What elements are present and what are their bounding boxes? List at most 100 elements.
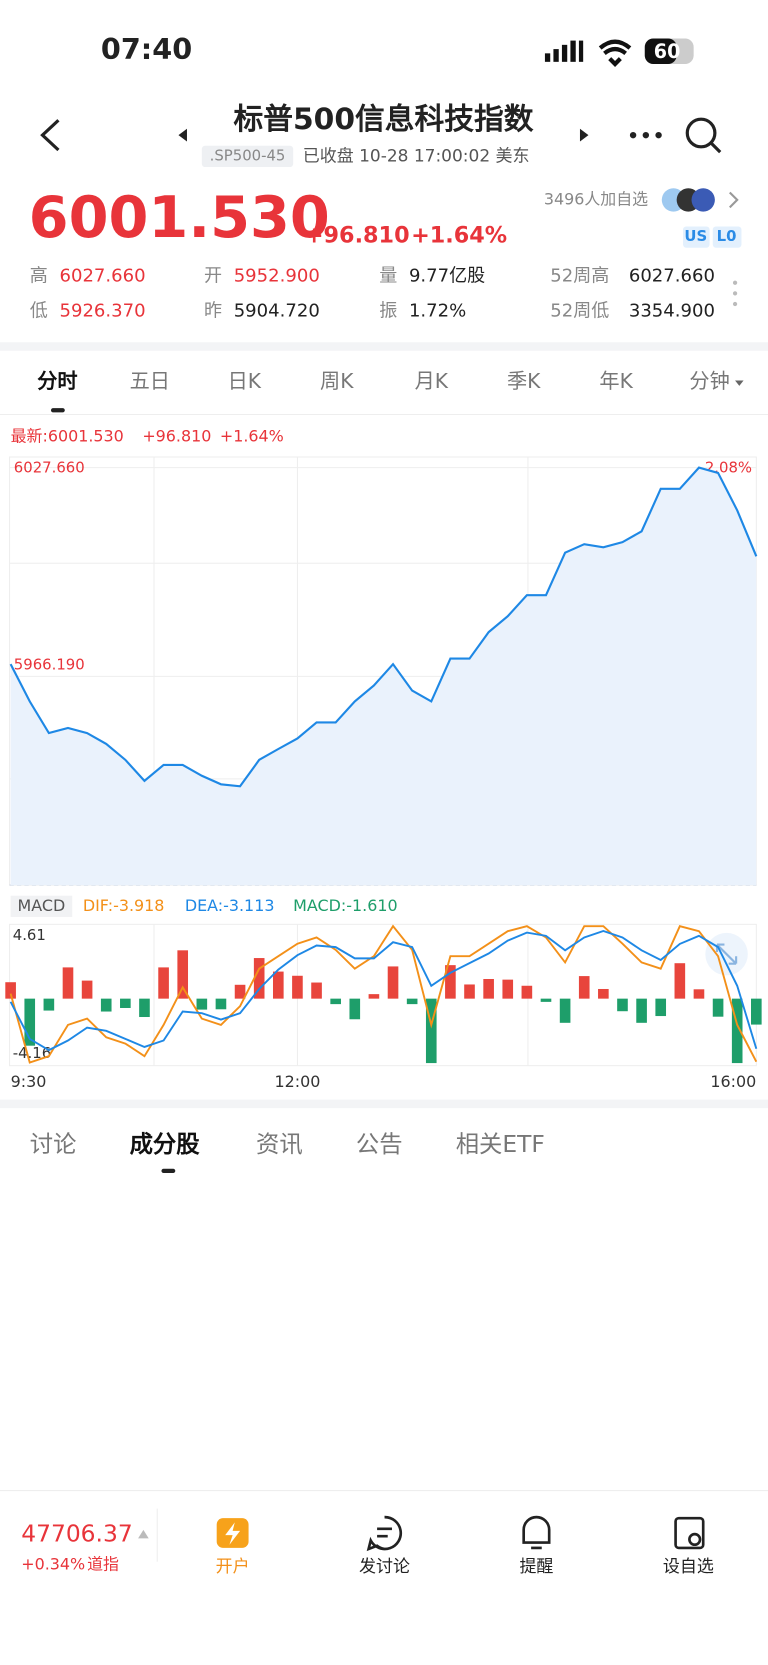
x-tick-label: 9:30 [11,1072,47,1091]
macd-line [9,929,758,1052]
macd-bar [139,998,150,1018]
tab[interactable]: 日K [228,369,262,393]
stat-value: 6027.660 [629,265,715,286]
legend-entry: DEA:-3.113 [185,896,275,915]
subtab[interactable]: 公告 [356,1130,403,1158]
prev-button[interactable] [178,128,187,142]
macd-bar [445,965,456,999]
stat-label: 高 [30,265,48,286]
watch-arrow[interactable] [729,191,739,209]
stat-value: 5904.720 [234,300,320,321]
more-button[interactable] [629,131,662,139]
index-change: +0.34% [21,1554,85,1573]
stat-label: 量 [379,265,397,286]
stat-value: 1.72% [409,300,466,321]
stat-label: 低 [30,300,48,321]
macd-bar [120,998,131,1008]
tab[interactable]: 季K [507,369,541,393]
macd-bar [693,989,705,999]
back-button[interactable] [40,119,60,152]
latest-price: 最新:6001.530 [11,426,124,445]
stat-label: 52周高 [550,265,609,286]
subtab-indicator [161,1168,176,1173]
badge-bg [712,226,742,248]
macd-bar [24,998,36,1046]
badge: US [684,227,707,245]
action-label[interactable]: 设自选 [663,1557,714,1577]
stat-value: 6027.660 [59,265,145,286]
icon-discuss[interactable] [366,1515,403,1552]
macd-bar [62,967,74,999]
x-tick-label: 12:00 [274,1072,320,1091]
index-arrow [138,1529,149,1539]
footer-actions: 开户 发讨论 提醒 设自选 [216,1557,714,1577]
title: 标普500信息科技指数 [233,102,533,137]
tab[interactable]: 分时 [37,369,77,393]
legend-entry: DIF:-3.918 [83,896,165,915]
percent: +1.64% [411,223,507,249]
avatars [661,188,715,212]
icon-watch[interactable] [674,1516,705,1550]
macd-bar [731,998,743,1064]
stat-label: 52周低 [550,300,609,321]
macd-bar [617,998,628,1012]
badge-bg [683,226,710,248]
macd-bar [387,966,399,999]
tab[interactable]: 年K [599,369,633,393]
stat-label: 昨 [204,300,222,321]
macd-bar [196,998,208,1010]
subtab[interactable]: 资讯 [256,1130,303,1158]
macd-bar [674,963,686,999]
macd-bar [292,975,303,999]
dropdown [735,380,744,386]
icon-alert[interactable] [522,1515,551,1550]
macd-bar [712,998,724,1017]
macd-bar [540,998,552,1002]
subtab[interactable]: 讨论 [30,1130,77,1158]
divider [0,342,768,351]
y-tick-label: 4.61 [13,926,46,944]
latest-change: +96.810 [142,426,211,445]
search-button[interactable] [685,117,722,154]
macd-badge [10,895,73,917]
macd-title: MACD [18,896,66,915]
tab[interactable]: 周K [320,369,354,393]
y-tick-label: -4.16 [13,1044,51,1062]
macd-bar [253,958,265,999]
macd-bar [598,988,609,999]
macd-bar [368,994,380,999]
subtab[interactable]: 相关ETF [456,1130,545,1158]
icon-bolt [225,1522,241,1545]
macd-bar [559,998,571,1023]
subtab[interactable]: 成分股 [130,1130,201,1158]
time: 07:40 [101,32,192,66]
battery-text: 60 [654,40,681,63]
macd-bar [5,982,16,999]
x-tick-label: 16:00 [710,1072,756,1091]
macd-bar [311,982,322,999]
macd-bar [330,998,341,1005]
macd-line [9,924,758,1064]
macd-bar [177,950,189,999]
tab[interactable]: 五日 [130,369,170,393]
index-name: 道指 [87,1554,119,1573]
price-line [9,466,758,788]
macd-bar [483,978,494,999]
y-tick-label: 6027.660 [14,459,85,477]
stats: 高 6027.660 开 5952.900 量 9.77亿股 52周高 6027.660… [30,265,715,321]
tab[interactable]: 分钟 [689,369,729,393]
market-state: 已收盘 10-28 17:00:02 美东 [303,146,530,166]
signal [544,40,584,62]
watchers: 3496人加自选 [544,189,648,208]
macd-bar [521,985,533,999]
macd-bar [406,998,418,1005]
stats-more[interactable] [732,280,738,307]
action-label[interactable]: 提醒 [519,1557,553,1577]
tab[interactable]: 月K [415,369,449,393]
action-label[interactable]: 发讨论 [359,1557,410,1577]
next-button[interactable] [579,128,589,142]
action-label[interactable]: 开户 [216,1557,250,1577]
stat-value: 5926.370 [59,300,145,321]
